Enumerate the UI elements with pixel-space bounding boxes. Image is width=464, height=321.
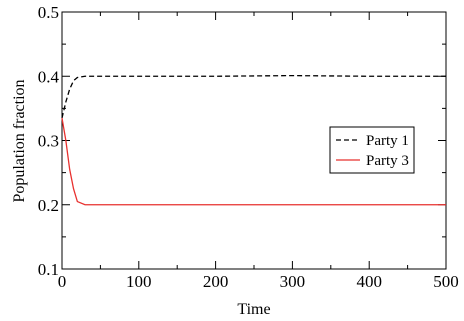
legend-label-1: Party 1 [366, 133, 409, 149]
legend-label-2: Party 3 [366, 153, 409, 169]
y-tick-label: 0.5 [38, 3, 59, 22]
series-line-1 [61, 74, 446, 119]
y-tick-label: 0.3 [38, 132, 59, 151]
x-tick-label: 100 [126, 272, 152, 291]
x-tick-label: 500 [433, 272, 459, 291]
x-tick-label: 300 [280, 272, 306, 291]
x-tick-label: 0 [58, 272, 67, 291]
y-tick-label: 0.1 [38, 260, 59, 279]
series-line-2 [61, 117, 446, 206]
legend-box [329, 126, 415, 174]
y-tick-label: 0.2 [38, 196, 59, 215]
x-tick-label: 200 [203, 272, 229, 291]
y-tick-labels: 0.1 0.2 0.3 0.4 0.5 [38, 3, 60, 279]
x-axis-label: Time [237, 301, 270, 318]
series-layer [61, 74, 446, 206]
y-tick-label: 0.4 [38, 67, 60, 86]
legend: Party 1 Party 3 [329, 126, 415, 174]
x-tick-label: 400 [356, 272, 382, 291]
y-axis-label: Population fraction [11, 79, 28, 202]
axis-ticks [61, 11, 447, 270]
x-tick-labels: 0 100 200 300 400 500 [58, 272, 459, 291]
